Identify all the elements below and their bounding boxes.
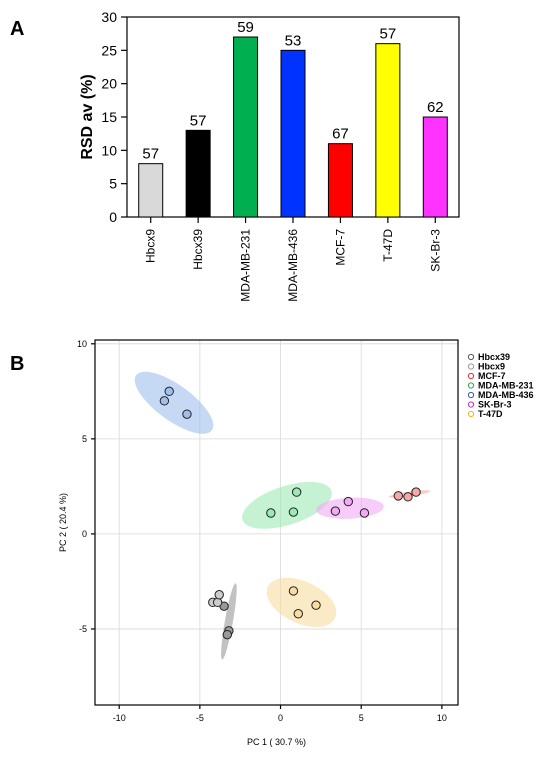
x-tick-label: 5 xyxy=(359,713,364,723)
bar-mcf-7 xyxy=(327,143,353,218)
bar-hbcx9 xyxy=(138,163,164,218)
plot-frame xyxy=(94,339,459,706)
x-tick-label: MDA-MB-231 xyxy=(239,229,253,302)
point-mda-mb-436 xyxy=(182,409,192,419)
legend-marker xyxy=(467,410,475,418)
point-mcf-7 xyxy=(403,492,413,502)
legend-marker xyxy=(467,391,475,399)
point-mcf-7 xyxy=(393,491,404,501)
bar-t-47d xyxy=(375,43,401,218)
bar-value-label: 59 xyxy=(237,19,254,36)
point-mda-mb-231 xyxy=(288,507,299,517)
bar-value-label: 67 xyxy=(332,126,349,143)
point-t-47d xyxy=(288,586,299,596)
y-tick-label: 25 xyxy=(101,42,117,58)
x-tick-label: MDA-MB-436 xyxy=(286,229,300,302)
y-tick-label: 10 xyxy=(77,339,87,349)
x-axis-label: PC 1 ( 30.7 %) xyxy=(247,737,306,747)
confidence-ellipse-hbcx39 xyxy=(221,583,237,660)
y-tick-label: 5 xyxy=(109,176,117,192)
y-tick-label: 5 xyxy=(82,434,87,444)
confidence-ellipse-mda-mb-231 xyxy=(242,481,332,529)
bar-hbcx39 xyxy=(185,129,211,218)
legend-entry: SK-Br-3 xyxy=(478,400,512,410)
bar-mda-mb-436 xyxy=(280,49,306,218)
x-tick-label: -10 xyxy=(113,713,126,723)
point-sk-br-3 xyxy=(343,496,353,507)
x-tick-label: MCF-7 xyxy=(333,229,347,266)
bar-sk-br-3 xyxy=(422,116,448,218)
point-sk-br-3 xyxy=(359,508,370,518)
bar-value-label: 53 xyxy=(285,32,302,49)
confidence-ellipse-t-47d xyxy=(266,577,337,627)
point-hbcx9 xyxy=(212,597,223,608)
point-mda-mb-436 xyxy=(159,396,170,406)
y-axis-label: RSD av (%) xyxy=(79,74,96,159)
point-t-47d xyxy=(311,600,321,610)
y-axis-label: PC 2 ( 20.4 %) xyxy=(58,493,68,552)
y-tick-label: 30 xyxy=(101,9,117,25)
legend-marker xyxy=(467,401,475,408)
point-mda-mb-436 xyxy=(164,386,174,397)
point-mda-mb-231 xyxy=(291,487,302,497)
x-tick-label: Hbcx9 xyxy=(144,229,158,263)
x-tick-label: -5 xyxy=(196,713,204,723)
x-tick-label: T-47D xyxy=(381,229,395,262)
y-tick-label: -5 xyxy=(79,624,87,634)
point-hbcx9 xyxy=(214,590,224,600)
legend-entry: Hbcx39 xyxy=(478,352,510,362)
legend-entry: MCF-7 xyxy=(478,371,506,381)
bar-value-label: 62 xyxy=(427,99,444,116)
y-tick-label: 10 xyxy=(101,142,117,158)
point-sk-br-3 xyxy=(330,506,341,516)
legend-marker xyxy=(467,372,475,380)
point-mda-mb-231 xyxy=(266,508,276,518)
bar-mda-mb-231 xyxy=(233,36,259,218)
bar-value-label: 57 xyxy=(190,112,207,129)
y-tick-label: 0 xyxy=(109,209,117,225)
y-tick-label: 15 xyxy=(101,109,117,125)
point-t-47d xyxy=(293,609,303,619)
legend-marker xyxy=(467,353,475,361)
point-hbcx39 xyxy=(222,629,232,640)
legend-marker xyxy=(467,363,475,370)
legend-entry: MDA-MB-436 xyxy=(478,390,534,400)
y-tick-label: 20 xyxy=(101,76,117,92)
legend-entry: MDA-MB-231 xyxy=(478,381,534,391)
legend-marker xyxy=(467,382,475,389)
bar-value-label: 57 xyxy=(142,146,159,163)
x-tick-label: 10 xyxy=(437,713,447,723)
legend-entry: T-47D xyxy=(478,409,503,419)
y-tick-label: 0 xyxy=(82,529,87,539)
rsd-bar-chart: 0 5 10 15 20 25 30 RSD av (%) 57 Hbcx9 57 Hbcx39 59 M… xyxy=(79,9,460,302)
x-tick-label: Hbcx39 xyxy=(191,229,205,270)
panel-label-b: B xyxy=(10,353,25,375)
bar-value-label: 57 xyxy=(380,26,397,43)
point-mcf-7 xyxy=(411,487,421,497)
x-tick-label: 0 xyxy=(278,713,283,723)
legend-entry: Hbcx9 xyxy=(478,362,505,372)
panel-label-a: A xyxy=(10,18,25,40)
x-tick-label: SK-Br-3 xyxy=(428,229,442,272)
confidence-ellipse-mda-mb-436 xyxy=(134,371,214,434)
